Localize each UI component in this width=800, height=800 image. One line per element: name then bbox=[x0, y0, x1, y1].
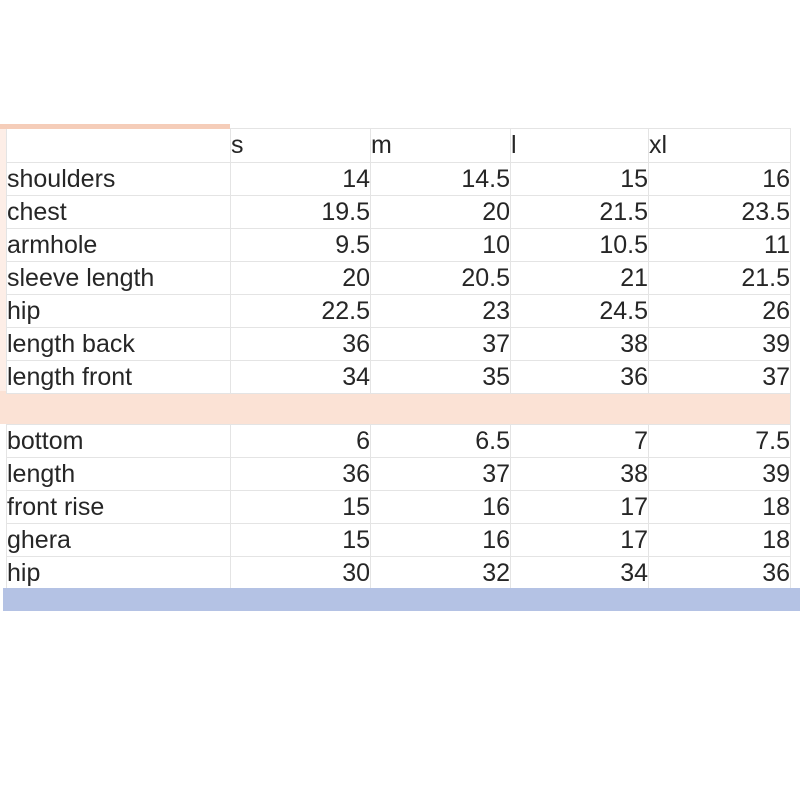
value-cell: 15 bbox=[510, 162, 649, 196]
pink-spacer-cell bbox=[6, 393, 791, 425]
value-cell: 38 bbox=[510, 457, 649, 491]
pink-top-edge bbox=[0, 124, 230, 129]
value-cell: 35 bbox=[370, 360, 511, 394]
value-cell: 6.5 bbox=[370, 424, 511, 458]
row-label: sleeve length bbox=[6, 261, 231, 295]
col-header-xl: xl bbox=[648, 128, 791, 163]
value-cell: 14.5 bbox=[370, 162, 511, 196]
value-cell: 21.5 bbox=[648, 261, 791, 295]
pink-left-strip-row bbox=[0, 391, 6, 424]
value-cell: 9.5 bbox=[230, 228, 371, 262]
pink-left-strip bbox=[0, 128, 6, 391]
row-label: ghera bbox=[6, 523, 231, 557]
table-row-ghera: ghera 15 16 17 18 bbox=[6, 523, 791, 557]
value-cell: 22.5 bbox=[230, 294, 371, 328]
value-cell: 39 bbox=[648, 327, 791, 361]
value-cell: 23 bbox=[370, 294, 511, 328]
table-row-sleeve-length: sleeve length 20 20.5 21 21.5 bbox=[6, 261, 791, 295]
value-cell: 6 bbox=[230, 424, 371, 458]
row-label: length back bbox=[6, 327, 231, 361]
row-label: front rise bbox=[6, 490, 231, 524]
value-cell: 18 bbox=[648, 523, 791, 557]
table-row-length-front: length front 34 35 36 37 bbox=[6, 360, 791, 394]
value-cell: 14 bbox=[230, 162, 371, 196]
value-cell: 15 bbox=[230, 490, 371, 524]
value-cell: 39 bbox=[648, 457, 791, 491]
value-cell: 7 bbox=[510, 424, 649, 458]
corner-cell bbox=[6, 128, 231, 163]
value-cell: 18 bbox=[648, 490, 791, 524]
row-label: length front bbox=[6, 360, 231, 394]
row-label: shoulders bbox=[6, 162, 231, 196]
table-row-shoulders: shoulders 14 14.5 15 16 bbox=[6, 162, 791, 196]
value-cell: 20 bbox=[370, 195, 511, 229]
value-cell: 17 bbox=[510, 490, 649, 524]
value-cell: 16 bbox=[648, 162, 791, 196]
row-label: bottom bbox=[6, 424, 231, 458]
value-cell: 21.5 bbox=[510, 195, 649, 229]
value-cell: 23.5 bbox=[648, 195, 791, 229]
row-label: length bbox=[6, 457, 231, 491]
value-cell: 36 bbox=[510, 360, 649, 394]
row-label: chest bbox=[6, 195, 231, 229]
col-header-s: s bbox=[230, 128, 371, 163]
value-cell: 10.5 bbox=[510, 228, 649, 262]
value-cell: 10 bbox=[370, 228, 511, 262]
value-cell: 34 bbox=[510, 556, 649, 590]
value-cell: 16 bbox=[370, 523, 511, 557]
value-cell: 21 bbox=[510, 261, 649, 295]
size-table: s m l xl shoulders 14 14.5 15 16 chest 1… bbox=[6, 128, 791, 590]
value-cell: 19.5 bbox=[230, 195, 371, 229]
value-cell: 17 bbox=[510, 523, 649, 557]
table-row-armhole: armhole 9.5 10 10.5 11 bbox=[6, 228, 791, 262]
table-row-hip: hip 22.5 23 24.5 26 bbox=[6, 294, 791, 328]
row-label: hip bbox=[6, 294, 231, 328]
table-row-front-rise: front rise 15 16 17 18 bbox=[6, 490, 791, 524]
table-row-length: length 36 37 38 39 bbox=[6, 457, 791, 491]
table-row-hip-2: hip 30 32 34 36 bbox=[6, 556, 791, 590]
row-label: hip bbox=[6, 556, 231, 590]
value-cell: 38 bbox=[510, 327, 649, 361]
table-row-bottom: bottom 6 6.5 7 7.5 bbox=[6, 424, 791, 458]
value-cell: 37 bbox=[370, 327, 511, 361]
row-label: armhole bbox=[6, 228, 231, 262]
value-cell: 36 bbox=[230, 457, 371, 491]
value-cell: 37 bbox=[648, 360, 791, 394]
value-cell: 36 bbox=[648, 556, 791, 590]
blue-spacer-row bbox=[3, 588, 800, 611]
table-row-length-back: length back 36 37 38 39 bbox=[6, 327, 791, 361]
value-cell: 20.5 bbox=[370, 261, 511, 295]
value-cell: 36 bbox=[230, 327, 371, 361]
value-cell: 16 bbox=[370, 490, 511, 524]
value-cell: 24.5 bbox=[510, 294, 649, 328]
col-header-l: l bbox=[510, 128, 649, 163]
value-cell: 32 bbox=[370, 556, 511, 590]
value-cell: 11 bbox=[648, 228, 791, 262]
value-cell: 20 bbox=[230, 261, 371, 295]
value-cell: 7.5 bbox=[648, 424, 791, 458]
value-cell: 26 bbox=[648, 294, 791, 328]
spreadsheet-crop: s m l xl shoulders 14 14.5 15 16 chest 1… bbox=[0, 124, 800, 611]
col-header-m: m bbox=[370, 128, 511, 163]
pink-spacer-row bbox=[6, 393, 791, 425]
value-cell: 15 bbox=[230, 523, 371, 557]
header-row: s m l xl bbox=[6, 128, 791, 163]
table-row-chest: chest 19.5 20 21.5 23.5 bbox=[6, 195, 791, 229]
value-cell: 30 bbox=[230, 556, 371, 590]
value-cell: 37 bbox=[370, 457, 511, 491]
value-cell: 34 bbox=[230, 360, 371, 394]
